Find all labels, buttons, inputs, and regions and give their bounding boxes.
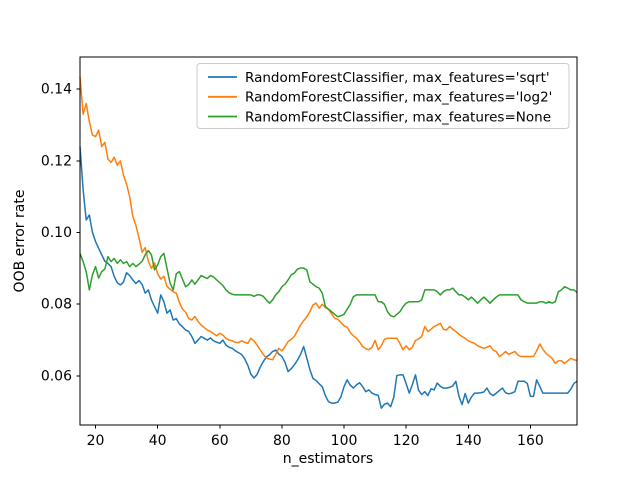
y-tick-label: 0.14 xyxy=(41,82,72,98)
y-tick-label: 0.06 xyxy=(41,368,72,384)
x-tick-label: 80 xyxy=(273,433,291,449)
legend-label-none: RandomForestClassifier, max_features=Non… xyxy=(245,109,551,125)
legend-label-sqrt: RandomForestClassifier, max_features='sq… xyxy=(245,70,550,86)
series-line-none xyxy=(79,249,578,318)
x-tick-label: 160 xyxy=(517,433,544,449)
y-axis-label: OOB error rate xyxy=(12,190,28,293)
x-tick-label: 100 xyxy=(331,433,358,449)
legend-label-log2: RandomForestClassifier, max_features='lo… xyxy=(245,90,552,106)
x-tick-label: 60 xyxy=(211,433,229,449)
y-tick-label: 0.12 xyxy=(41,153,72,169)
x-tick-label: 20 xyxy=(87,433,105,449)
y-tick-label: 0.08 xyxy=(41,297,72,313)
x-axis-label: n_estimators xyxy=(283,451,373,467)
series-line-sqrt xyxy=(79,146,578,409)
y-tick-label: 0.10 xyxy=(41,225,72,241)
x-tick-label: 120 xyxy=(393,433,420,449)
x-tick-label: 140 xyxy=(455,433,482,449)
x-tick-label: 40 xyxy=(149,433,167,449)
axes-frame xyxy=(79,56,578,426)
legend-box xyxy=(196,63,570,129)
